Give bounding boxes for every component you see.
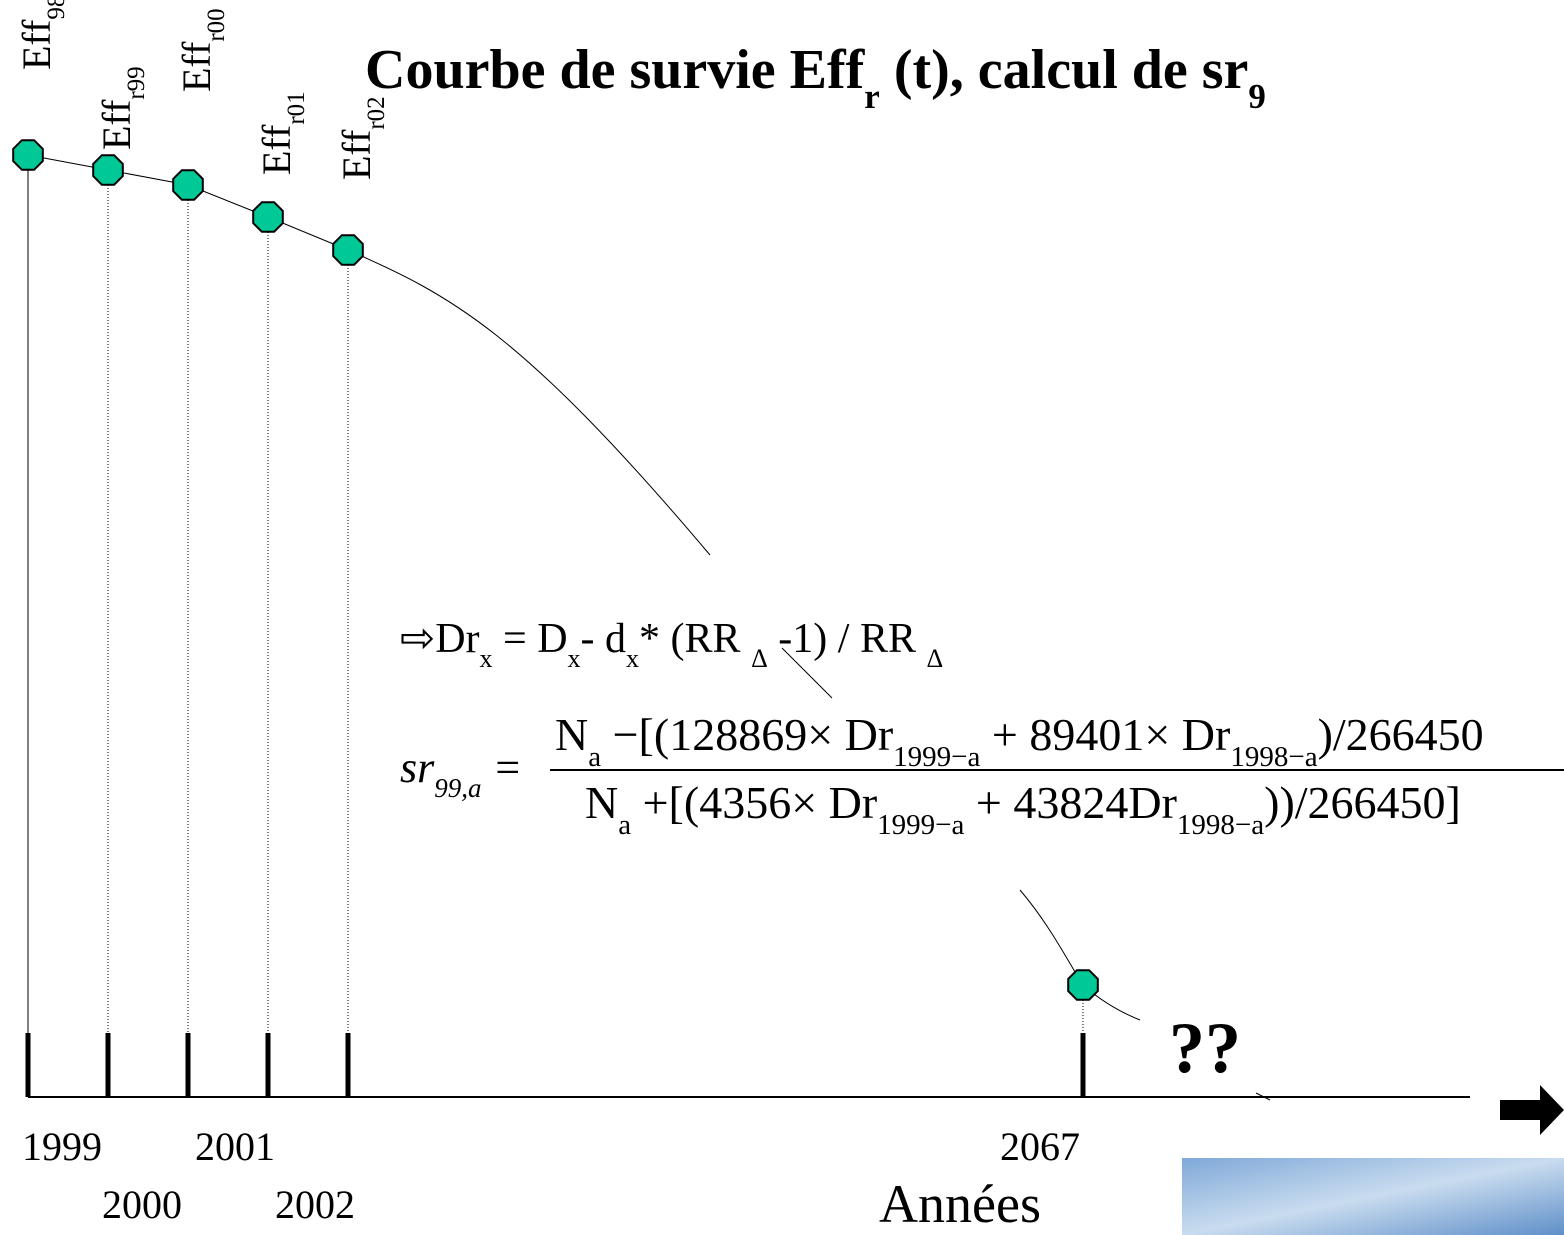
subscript: 1998−a <box>1177 809 1264 841</box>
eff-label: Effr00 <box>174 8 230 92</box>
text-run: + 43824Dr <box>964 777 1176 828</box>
year-label: 2001 <box>195 1124 275 1169</box>
text-run: (t), calcul de sr <box>880 39 1249 101</box>
subscript: Δ <box>751 644 768 673</box>
point <box>253 202 283 232</box>
point <box>13 140 43 170</box>
subscript: r99 <box>123 66 150 99</box>
year-label: 2067 <box>1000 1124 1080 1169</box>
slide-title: Courbe de survie Effr (t), calcul de sr9 <box>365 39 1266 116</box>
subscript: Δ <box>926 644 943 673</box>
slide: Courbe de survie Effr (t), calcul de sr9… <box>0 0 1564 1235</box>
eff-label: Effr99 <box>94 66 150 150</box>
year-label: 2002 <box>275 1182 355 1227</box>
text-run: +[(4356× Dr <box>631 777 877 828</box>
point <box>1068 970 1098 1000</box>
point <box>173 170 203 200</box>
subscript: x <box>568 644 581 673</box>
formula-dr: ⇨Drx = Dx- dx* (RR Δ -1) / RR Δ <box>400 616 943 673</box>
subscript: x <box>626 644 639 673</box>
text-run: Eff <box>254 124 299 175</box>
text-run: N <box>555 709 588 760</box>
text-run: N <box>585 777 618 828</box>
text-run: ))/266450] <box>1264 777 1461 828</box>
axis-label: Années <box>879 1174 1041 1234</box>
text-run: Courbe de survie Eff <box>365 39 866 101</box>
subscript: x <box>480 644 493 673</box>
text-run: ⇨Dr <box>400 616 480 662</box>
subscript: 98 <box>43 0 70 20</box>
text-run: Eff <box>94 99 139 150</box>
year-label: 1999 <box>22 1124 102 1169</box>
text-run: -1) / RR <box>768 616 927 662</box>
text-run: −[(128869× Dr <box>601 709 893 760</box>
formula-denominator: Na +[(4356× Dr1999−a + 43824Dr1998−a))/2… <box>585 777 1461 841</box>
text-run: * (RR <box>639 616 751 662</box>
text-run: )/266450 <box>1318 709 1484 760</box>
formula-lhs: sr99,a = <box>400 743 522 803</box>
subscript: 1998−a <box>1230 741 1317 773</box>
text-run: sr <box>400 743 435 792</box>
subscript: 1999−a <box>877 809 964 841</box>
subscript: a <box>618 809 631 841</box>
text-run: Eff <box>174 41 219 92</box>
eff-label: Effr01 <box>254 91 310 175</box>
subscript: 99,a <box>434 773 481 803</box>
text-run: Eff <box>334 129 379 180</box>
year-label: 2000 <box>102 1182 182 1227</box>
axis-arrow <box>1500 1085 1564 1135</box>
text-run: - d <box>581 616 627 662</box>
subscript: a <box>588 741 601 773</box>
unknown-mark: ?? <box>1169 1008 1241 1088</box>
subscript: 1999−a <box>893 741 980 773</box>
point <box>333 235 363 265</box>
subscript: r <box>864 77 880 116</box>
formula-numerator: Na −[(128869× Dr1999−a + 89401× Dr1998−a… <box>555 709 1484 773</box>
text-run: = <box>482 743 523 792</box>
subscript: r02 <box>363 96 390 129</box>
text-run: + 89401× Dr <box>980 709 1230 760</box>
point <box>93 155 123 185</box>
subscript: 9 <box>1248 77 1266 116</box>
subscript: r01 <box>283 91 310 124</box>
eff-label: Eff98 <box>14 0 70 70</box>
sky-image <box>1182 1158 1564 1235</box>
curve-points <box>13 140 1098 1000</box>
ticks <box>28 1033 1083 1097</box>
subscript: r00 <box>203 8 230 41</box>
drop-lines <box>28 155 1083 1033</box>
text-run: Eff <box>14 19 59 70</box>
text-run: = D <box>493 616 568 662</box>
eff-label: Effr02 <box>334 96 390 180</box>
